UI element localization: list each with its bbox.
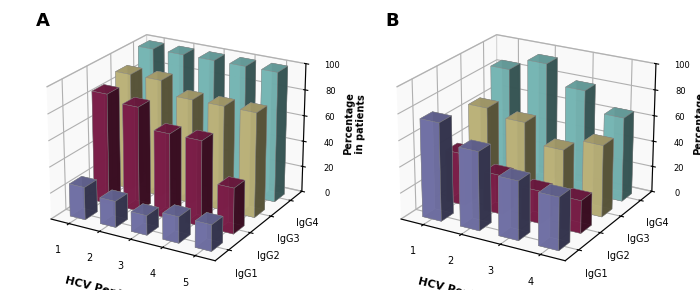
X-axis label: HCV Peptides: HCV Peptides: [64, 275, 148, 290]
Text: A: A: [36, 12, 50, 30]
X-axis label: HCV Peptide: HCV Peptide: [416, 276, 495, 290]
Text: B: B: [386, 12, 400, 30]
